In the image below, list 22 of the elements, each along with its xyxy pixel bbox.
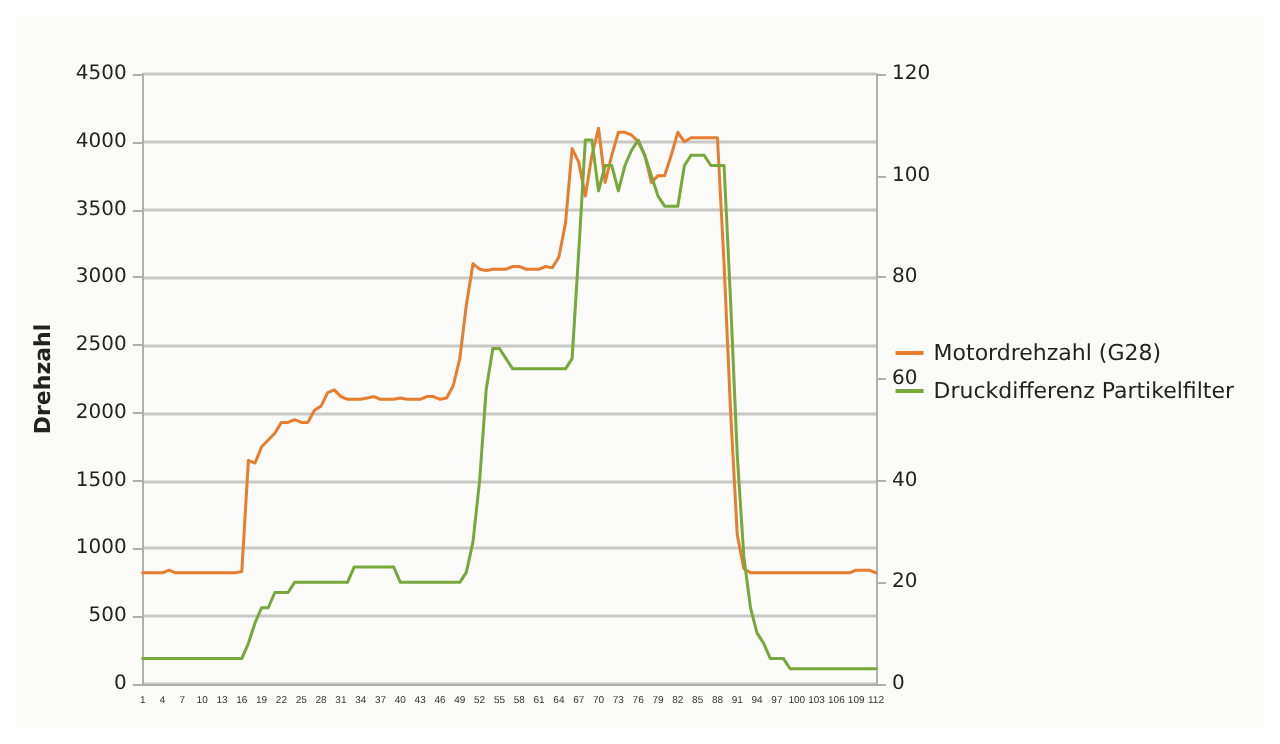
y-tick-label: 500 bbox=[88, 605, 127, 628]
y-tick-label: 1000 bbox=[75, 537, 127, 560]
y2-tick-label: 80 bbox=[892, 266, 918, 289]
y2-tick-label: 100 bbox=[892, 164, 931, 187]
y-tick-label: 0 bbox=[113, 673, 127, 695]
y-tick-label: 3000 bbox=[75, 266, 127, 289]
line-series bbox=[141, 138, 878, 671]
y-tick-label: 4000 bbox=[75, 130, 127, 153]
y2-tick-label: 40 bbox=[892, 469, 918, 492]
line-series bbox=[141, 126, 878, 575]
legend-label: Druckdifferenz Partikelfilter bbox=[933, 378, 1235, 404]
y2-tick-label: 120 bbox=[892, 63, 931, 85]
y-tick-label: 3500 bbox=[75, 198, 127, 221]
y-tick-label: 1500 bbox=[75, 469, 127, 492]
y-tick-label: 2500 bbox=[75, 334, 127, 357]
y2-tick-label: 20 bbox=[892, 571, 918, 594]
legend-label: Motordrehzahl (G28) bbox=[933, 340, 1162, 366]
y-tick-label: 4500 bbox=[75, 63, 127, 85]
y2-tick-label: 60 bbox=[892, 368, 918, 390]
y-axis-title: Drehzahl bbox=[30, 323, 56, 435]
y-tick-label: 2000 bbox=[75, 401, 127, 424]
y2-tick-label: 0 bbox=[892, 673, 905, 695]
